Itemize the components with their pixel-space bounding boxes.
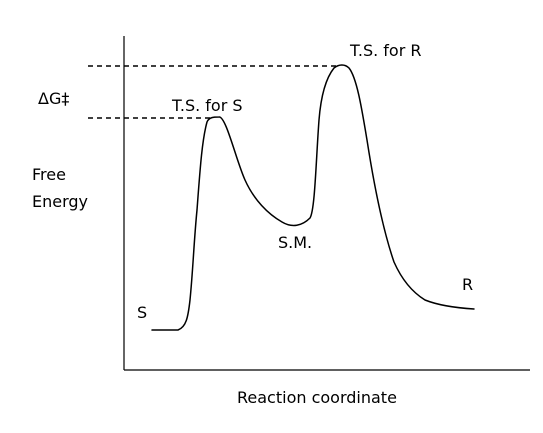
ts-r-label: T.S. for R xyxy=(349,41,422,60)
end-label: R xyxy=(462,275,473,294)
x-axis-label: Reaction coordinate xyxy=(237,388,397,407)
energy-profile-curve xyxy=(151,64,475,331)
start-label: S xyxy=(137,303,147,322)
y-axis-label-line1: Free xyxy=(32,165,66,184)
delta-g-label: ΔG‡ xyxy=(38,89,69,108)
intermediate-label: S.M. xyxy=(278,233,312,252)
ts-s-label: T.S. for S xyxy=(171,96,243,115)
y-axis-label-line2: Energy xyxy=(32,192,88,211)
